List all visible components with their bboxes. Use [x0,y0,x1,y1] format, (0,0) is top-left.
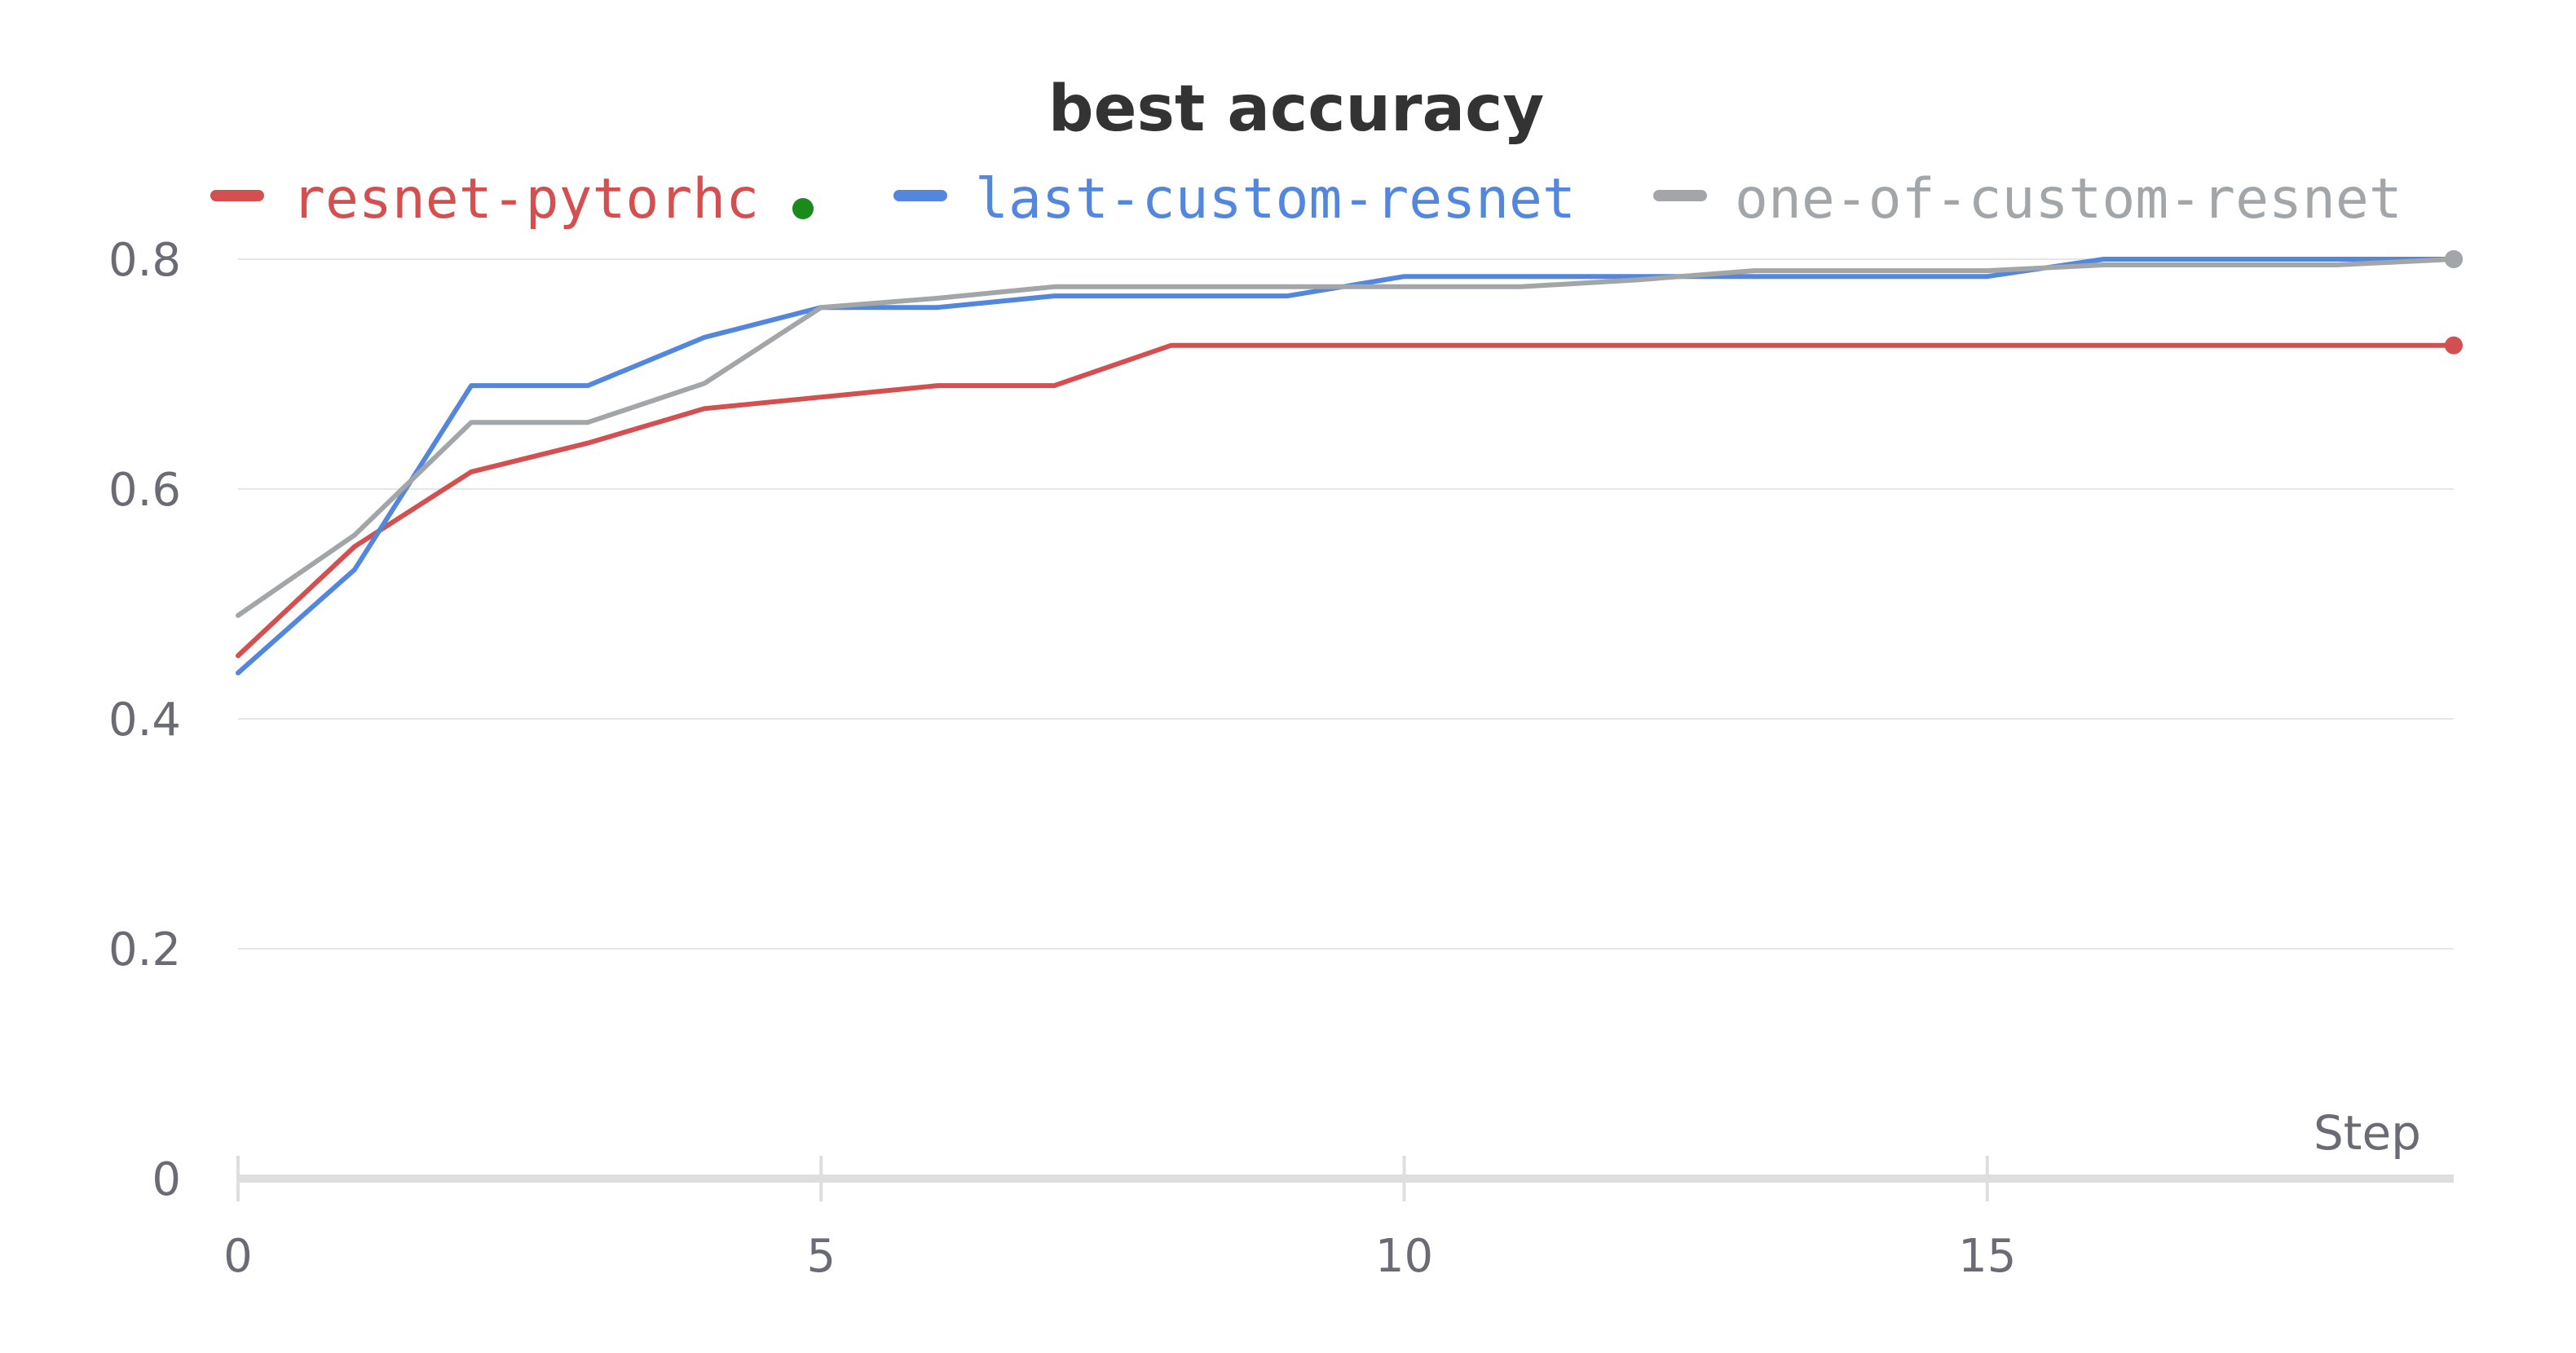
series-line-resnet-pytorhc [236,342,2456,659]
x-tick-label: 5 [806,1230,836,1283]
legend: resnet-pytorhc last-custom-resnet one-of-c… [210,167,2402,231]
series-line-one-of-custom-resnet [236,257,2456,619]
legend-label[interactable]: one-of-custom-resnet [1735,167,2402,231]
x-tick-label: 0 [223,1230,253,1283]
legend-label[interactable]: last-custom-resnet [975,167,1576,231]
series-line-last-custom-resnet [236,257,2456,676]
legend-label[interactable]: resnet-pytorhc [292,167,759,231]
x-tick-label: 10 [1375,1230,1433,1283]
series-end-point [2445,250,2463,268]
legend-swatch [210,190,264,201]
grid [238,258,2454,950]
x-axis: 0 5 10 15 [223,1156,2454,1283]
x-tick-label: 15 [1958,1230,2016,1283]
legend-status-dot [792,198,814,219]
series-end-point [2445,336,2463,355]
y-tick-label: 0.2 [108,923,181,976]
y-tick-label: 0 [152,1153,181,1206]
y-tick-label: 0.6 [108,464,181,517]
chart-title: best accuracy [1048,73,1544,146]
series-area [236,250,2463,676]
y-tick-label: 0.4 [108,694,181,747]
legend-swatch [1653,190,1707,201]
y-axis: 0 0.2 0.4 0.6 0.8 [108,234,181,1206]
x-axis-label: Step [2314,1105,2421,1161]
y-tick-label: 0.8 [108,234,181,287]
legend-swatch [893,190,947,201]
